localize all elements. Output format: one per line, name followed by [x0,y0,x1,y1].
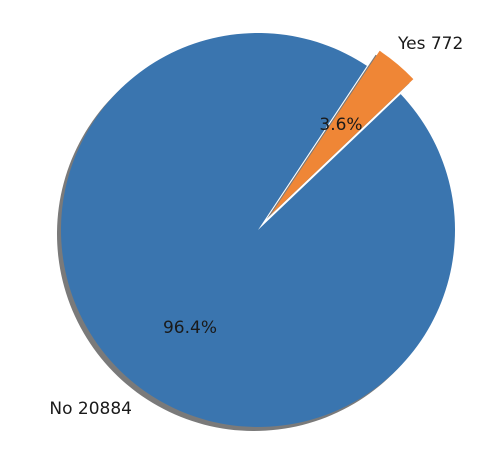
slice-label-yes: Yes 772 [397,34,463,54]
slice-label-no: No 20884 [49,399,132,419]
slice-percent-yes: 3.6% [319,115,362,135]
pie-slice-no [61,33,456,428]
slice-percent-no: 96.4% [163,318,217,338]
pie-labels: Yes 772 3.6% 96.4% No 20884 [49,34,463,419]
pie-slice-yes [270,50,414,215]
pie-slices [61,33,456,428]
